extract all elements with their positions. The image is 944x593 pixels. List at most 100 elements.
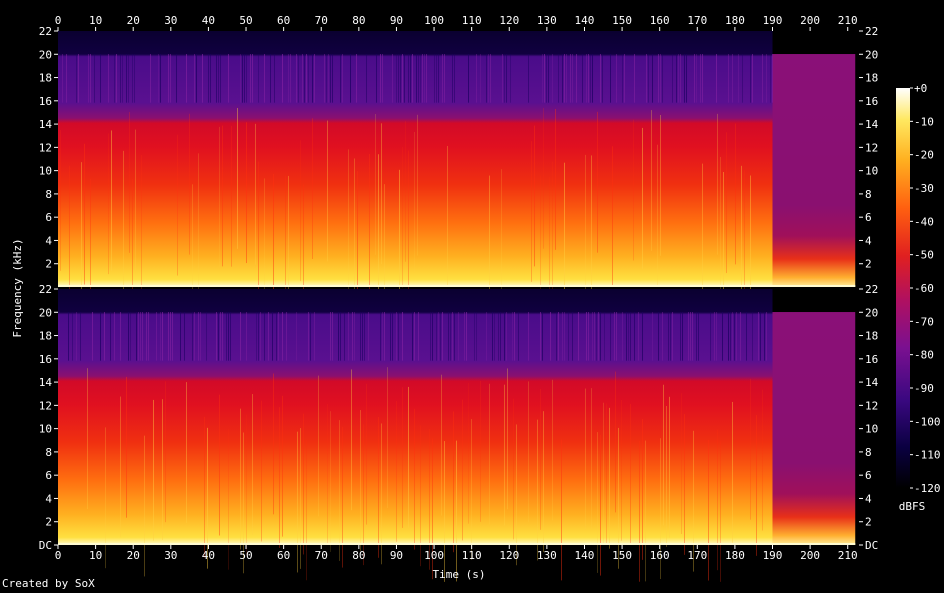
band-line <box>120 54 121 103</box>
band-line <box>742 54 743 103</box>
band-line <box>342 54 343 103</box>
streak <box>402 387 403 528</box>
streak <box>255 123 256 265</box>
streak <box>732 401 733 543</box>
band-line <box>676 54 677 103</box>
x-tick-label-top: 70 <box>315 14 328 27</box>
y-tick-label-left: 14 <box>39 376 53 389</box>
band-line <box>418 54 419 103</box>
streak <box>564 162 565 304</box>
band-line <box>170 54 171 103</box>
streak <box>600 434 601 576</box>
streak <box>462 399 463 541</box>
band-line <box>430 312 431 361</box>
band-line <box>390 312 391 361</box>
spectrum-body <box>58 289 773 545</box>
band-line <box>220 54 221 103</box>
band-line <box>330 312 331 361</box>
x-axis-label: Time (s) <box>433 568 486 581</box>
band-line <box>422 54 423 103</box>
band-line <box>616 54 617 103</box>
streak <box>240 408 241 550</box>
streak <box>744 170 745 312</box>
band-line <box>302 54 303 103</box>
band-line <box>180 312 181 361</box>
band-line <box>634 312 635 361</box>
band-line <box>268 312 269 361</box>
streak <box>489 175 490 317</box>
y-tick-label-right: 10 <box>865 165 878 178</box>
streak <box>285 175 286 317</box>
x-tick-label-top: 40 <box>202 14 215 27</box>
band-line <box>126 54 127 103</box>
band-line <box>562 312 563 361</box>
streak <box>666 406 667 547</box>
band-line <box>662 312 663 361</box>
band-line <box>594 312 595 361</box>
band-line <box>306 54 307 103</box>
y-tick-label-right: 16 <box>865 353 878 366</box>
streak <box>381 123 382 265</box>
band-line <box>746 312 747 361</box>
band-line <box>418 312 419 361</box>
band-line <box>600 54 601 103</box>
band-line <box>716 312 717 361</box>
band-line <box>396 54 397 103</box>
x-tick-label-bottom: 0 <box>55 549 62 562</box>
band-line <box>652 54 653 103</box>
band-line <box>228 312 229 361</box>
x-tick-label-bottom: 150 <box>612 549 632 562</box>
streak <box>432 438 433 580</box>
streak <box>306 439 307 581</box>
band-line <box>486 312 487 361</box>
band-line <box>568 312 569 361</box>
streak <box>642 127 643 269</box>
streak <box>369 153 370 295</box>
spectrum-tail <box>772 54 856 287</box>
streak <box>348 149 349 291</box>
streak <box>357 170 358 312</box>
band-line <box>160 54 161 103</box>
streak <box>402 146 403 288</box>
streak <box>480 380 481 522</box>
y-tick-label-left: 10 <box>39 165 52 178</box>
band-line <box>380 54 381 103</box>
band-line <box>772 54 773 103</box>
band-line <box>582 54 583 103</box>
streak <box>585 388 586 530</box>
band-line <box>578 312 579 361</box>
band-line <box>466 312 467 361</box>
y-tick-label-right: 2 <box>865 516 872 529</box>
streak <box>342 426 343 568</box>
band-line <box>296 54 297 103</box>
band-line <box>628 312 629 361</box>
x-tick-label-top: 210 <box>838 14 858 27</box>
band-line <box>184 312 185 361</box>
band-line <box>648 54 649 103</box>
band-line <box>450 312 451 361</box>
band-line <box>480 54 481 103</box>
spectrum-tail <box>772 312 856 545</box>
streak <box>414 408 415 550</box>
band-line <box>436 312 437 361</box>
streak <box>60 130 61 271</box>
y-tick-label-right: 6 <box>865 211 872 224</box>
streak <box>543 411 544 552</box>
streak <box>597 432 598 573</box>
y-tick-label-right: 4 <box>865 492 872 505</box>
x-tick-label-bottom: 20 <box>127 549 140 562</box>
band-line <box>596 312 597 361</box>
x-tick-label-bottom: 70 <box>315 549 328 562</box>
streak <box>381 423 382 565</box>
band-line <box>750 54 751 103</box>
x-tick-label-bottom: 200 <box>800 549 820 562</box>
y-tick-label-left: 12 <box>39 399 52 412</box>
band-line <box>114 312 115 361</box>
y-tick-label-right: 22 <box>865 25 878 38</box>
streak <box>297 431 298 573</box>
y-tick-label-left: DC <box>39 539 52 552</box>
band-line <box>312 54 313 103</box>
band-line <box>72 312 73 361</box>
band-line <box>546 54 547 103</box>
band-line <box>76 54 77 103</box>
